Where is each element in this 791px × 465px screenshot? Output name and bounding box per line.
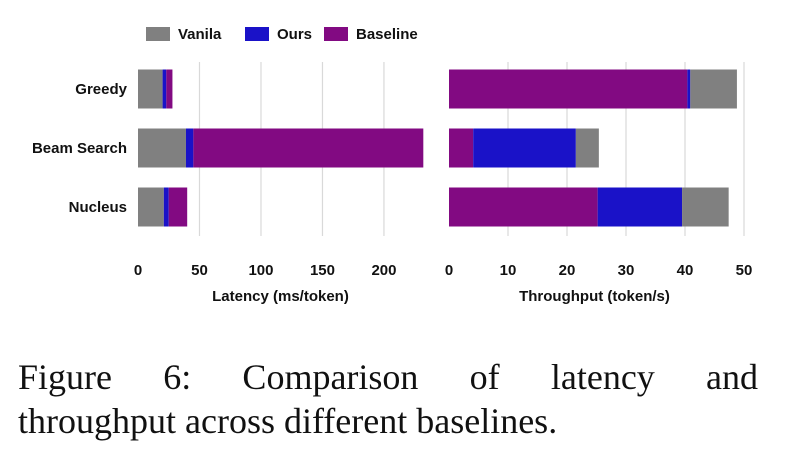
throughput-tick-label-0: 0: [445, 262, 453, 279]
throughput-tick-label-20: 20: [559, 262, 576, 279]
throughput-bar-greedy-vanila: [690, 69, 737, 109]
category-label-beam-search: Beam Search: [32, 140, 127, 157]
legend-label-ours: Ours: [277, 26, 312, 43]
latency-axis-label: Latency (ms/token): [212, 288, 349, 305]
latency-bar-nucleus-baseline: [168, 187, 188, 227]
legend-swatch-baseline: [324, 27, 348, 41]
latency-bar-greedy-baseline: [166, 69, 173, 109]
throughput-bar-beam-search-ours: [473, 128, 576, 168]
legend-swatch-vanila: [146, 27, 170, 41]
throughput-bar-nucleus-ours: [597, 187, 683, 227]
throughput-bar-beam-search-vanila: [575, 128, 599, 168]
latency-bar-greedy-ours: [162, 69, 167, 109]
throughput-bar-nucleus-baseline: [449, 187, 598, 227]
legend-label-vanila: Vanila: [178, 26, 222, 43]
throughput-tick-label-10: 10: [500, 262, 517, 279]
throughput-bar-beam-search-baseline: [449, 128, 474, 168]
throughput-tick-label-50: 50: [736, 262, 753, 279]
legend: Vanila Ours Baseline: [146, 26, 418, 43]
legend-label-baseline: Baseline: [356, 26, 418, 43]
latency-tick-label-50: 50: [191, 262, 208, 279]
category-label-greedy: Greedy: [75, 81, 127, 98]
latency-bar-nucleus-vanila: [138, 187, 164, 227]
latency-tick-label-0: 0: [134, 262, 142, 279]
throughput-tick-label-40: 40: [677, 262, 694, 279]
throughput-axis-label: Throughput (token/s): [519, 288, 670, 305]
throughput-bar-greedy-ours: [687, 69, 691, 109]
throughput-bar-greedy-baseline: [449, 69, 688, 109]
caption-line-1: Figure 6: Comparison of latency and: [18, 357, 758, 397]
latency-bar-beam-search-vanila: [138, 128, 186, 168]
latency-panel: 0 50 100 150 200 Latency (ms/token): [134, 62, 424, 305]
throughput-panel: 0 10 20 30 40 50 Throughput (token/s): [445, 62, 753, 305]
throughput-bar-nucleus-vanila: [682, 187, 729, 227]
latency-bar-beam-search-ours: [185, 128, 194, 168]
legend-swatch-ours: [245, 27, 269, 41]
latency-tick-label-100: 100: [248, 262, 273, 279]
category-labels: Greedy Beam Search Nucleus: [32, 81, 128, 216]
latency-bar-beam-search-baseline: [193, 128, 424, 168]
category-label-nucleus: Nucleus: [69, 199, 127, 216]
figure-caption: Figure 6: Comparison of latency and thro…: [18, 355, 758, 443]
latency-bar-nucleus-ours: [163, 187, 169, 227]
throughput-tick-label-30: 30: [618, 262, 635, 279]
caption-line-2: throughput across different baselines.: [18, 401, 558, 441]
latency-tick-label-150: 150: [310, 262, 335, 279]
latency-bar-greedy-vanila: [138, 69, 163, 109]
latency-tick-label-200: 200: [371, 262, 396, 279]
